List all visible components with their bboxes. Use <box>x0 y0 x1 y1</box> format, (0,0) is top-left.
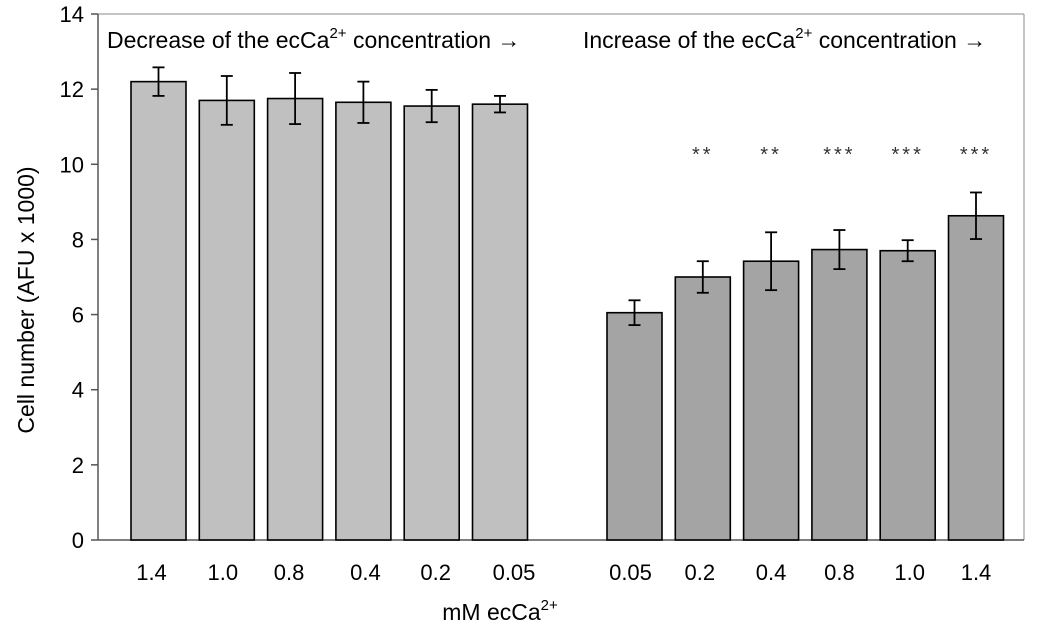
significance-marker: ** <box>692 144 714 166</box>
bar <box>947 214 1005 541</box>
significance-marker: *** <box>892 144 924 166</box>
y-axis-title: Cell number (AFU x 1000) <box>13 166 39 433</box>
bar <box>879 249 937 541</box>
x-tick-label: 0.05 <box>609 560 652 585</box>
bar <box>811 248 868 541</box>
y-tick-label: 12 <box>60 77 84 102</box>
x-tick-label: 0.4 <box>756 560 787 585</box>
bar <box>266 97 324 541</box>
x-tick-label: 0.8 <box>824 560 855 585</box>
bar <box>674 276 732 541</box>
significance-marker: ** <box>760 144 782 166</box>
y-axis: 0 2 4 6 8 10 12 14 <box>60 2 99 553</box>
x-tick-label: 0.2 <box>420 560 451 585</box>
x-tick-label: 1.0 <box>894 560 925 585</box>
x-tick-label: 1.0 <box>208 560 239 585</box>
bar <box>198 99 256 541</box>
y-tick-label: 14 <box>60 2 84 27</box>
x-tick-label: 1.4 <box>136 560 167 585</box>
bar <box>606 311 663 541</box>
error-bars <box>152 66 982 326</box>
x-tick-label: 1.4 <box>961 560 992 585</box>
x-tick-label: 0.05 <box>493 560 536 585</box>
y-tick-label: 0 <box>72 528 84 553</box>
y-tick-label: 8 <box>72 227 84 252</box>
bar <box>403 105 461 541</box>
bar <box>335 101 392 541</box>
x-tick-label: 0.2 <box>685 560 716 585</box>
significance-markers: ** ** *** *** *** <box>692 144 992 166</box>
bars <box>130 80 1005 541</box>
x-tick-labels: 1.4 1.0 0.8 0.4 0.2 0.05 0.05 0.2 0.4 0.8 1.0 1.4 <box>136 560 991 585</box>
significance-marker: *** <box>823 144 855 166</box>
significance-marker: *** <box>960 144 992 166</box>
bar <box>742 260 800 541</box>
x-axis-title: mM ecCa2+ <box>442 597 558 625</box>
x-tick-label: 0.8 <box>274 560 305 585</box>
bar <box>471 103 529 541</box>
group-header-decrease: Decrease of the ecCa2+ concentration → <box>107 25 520 53</box>
bar <box>130 80 187 541</box>
y-tick-label: 2 <box>72 453 84 478</box>
group-header-increase: Increase of the ecCa2+ concentration → <box>583 25 986 53</box>
y-tick-label: 6 <box>72 303 84 328</box>
x-tick-label: 0.4 <box>350 560 381 585</box>
y-tick-label: 4 <box>72 378 84 403</box>
y-tick-label: 10 <box>60 152 84 177</box>
